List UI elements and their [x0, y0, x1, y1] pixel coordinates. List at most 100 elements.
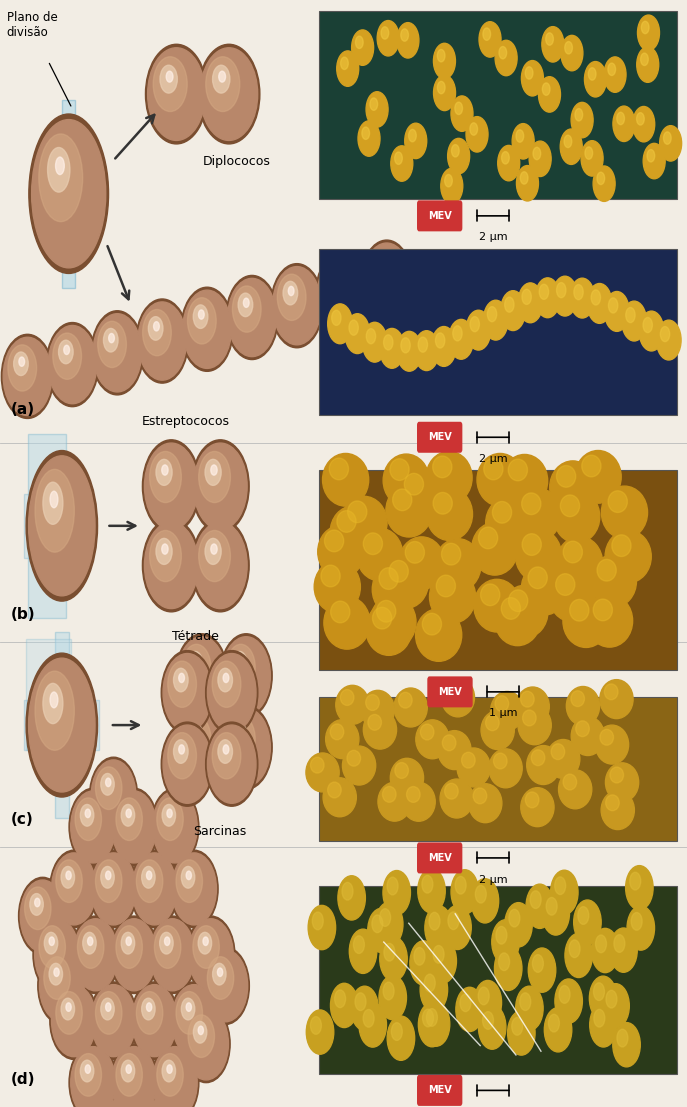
Circle shape: [383, 870, 410, 914]
Circle shape: [638, 15, 660, 51]
Ellipse shape: [446, 682, 460, 699]
Circle shape: [238, 728, 243, 737]
Circle shape: [377, 21, 399, 56]
Circle shape: [49, 850, 98, 928]
Circle shape: [349, 929, 376, 973]
Text: (d): (d): [10, 1072, 35, 1087]
Circle shape: [186, 871, 192, 880]
Ellipse shape: [462, 753, 475, 768]
Circle shape: [193, 1022, 207, 1043]
Circle shape: [66, 1003, 71, 1012]
Ellipse shape: [481, 584, 500, 606]
Circle shape: [56, 860, 82, 902]
Text: Estreptococos: Estreptococos: [142, 415, 229, 428]
Circle shape: [349, 320, 359, 335]
Ellipse shape: [518, 706, 551, 745]
Circle shape: [642, 21, 649, 33]
Circle shape: [167, 1065, 172, 1074]
Circle shape: [630, 872, 641, 890]
Circle shape: [387, 877, 398, 894]
Ellipse shape: [435, 539, 481, 591]
Ellipse shape: [486, 715, 499, 731]
Circle shape: [478, 1005, 506, 1049]
Circle shape: [39, 950, 85, 1022]
Ellipse shape: [550, 461, 596, 514]
Circle shape: [69, 788, 117, 866]
Ellipse shape: [26, 451, 98, 601]
Circle shape: [131, 1098, 179, 1107]
Circle shape: [218, 739, 232, 764]
Circle shape: [172, 984, 216, 1057]
Ellipse shape: [601, 486, 648, 539]
Circle shape: [177, 708, 226, 786]
Circle shape: [548, 1014, 559, 1032]
Ellipse shape: [368, 714, 381, 731]
Circle shape: [474, 981, 502, 1025]
Ellipse shape: [605, 763, 639, 801]
Circle shape: [101, 774, 114, 795]
Circle shape: [172, 852, 216, 925]
Circle shape: [518, 283, 543, 323]
Circle shape: [433, 43, 455, 79]
Circle shape: [121, 1061, 135, 1082]
Circle shape: [626, 308, 635, 322]
Ellipse shape: [389, 560, 408, 582]
Circle shape: [25, 887, 51, 930]
Circle shape: [271, 263, 323, 348]
Circle shape: [533, 147, 541, 159]
Circle shape: [106, 1003, 111, 1012]
Circle shape: [168, 661, 196, 707]
Circle shape: [199, 530, 230, 581]
Circle shape: [110, 788, 158, 866]
Circle shape: [585, 147, 593, 159]
Circle shape: [126, 1065, 131, 1074]
Circle shape: [497, 145, 519, 180]
Circle shape: [656, 320, 681, 360]
Circle shape: [44, 932, 58, 954]
Circle shape: [223, 673, 229, 683]
Circle shape: [571, 102, 593, 137]
Circle shape: [509, 909, 520, 927]
Circle shape: [126, 937, 131, 945]
Circle shape: [367, 250, 396, 297]
Ellipse shape: [605, 530, 651, 583]
Circle shape: [170, 850, 218, 928]
Circle shape: [187, 917, 235, 994]
Circle shape: [227, 278, 276, 356]
Circle shape: [455, 102, 462, 114]
Circle shape: [622, 301, 646, 341]
Circle shape: [89, 1098, 137, 1107]
Circle shape: [366, 92, 388, 127]
Circle shape: [273, 267, 321, 345]
Ellipse shape: [528, 567, 548, 589]
Ellipse shape: [495, 695, 508, 712]
Circle shape: [49, 963, 63, 985]
Circle shape: [401, 338, 410, 353]
Ellipse shape: [440, 779, 473, 818]
Ellipse shape: [38, 134, 82, 221]
Ellipse shape: [365, 602, 412, 655]
Circle shape: [49, 982, 98, 1059]
Circle shape: [373, 258, 387, 281]
Circle shape: [362, 127, 370, 139]
Ellipse shape: [442, 735, 456, 751]
Circle shape: [46, 322, 98, 406]
Circle shape: [212, 661, 241, 707]
Ellipse shape: [376, 600, 396, 622]
Ellipse shape: [426, 452, 472, 504]
Circle shape: [370, 97, 378, 111]
Circle shape: [80, 805, 94, 826]
Circle shape: [146, 1003, 152, 1012]
Ellipse shape: [502, 598, 521, 619]
Ellipse shape: [29, 114, 109, 273]
Circle shape: [176, 992, 203, 1034]
Circle shape: [363, 1010, 374, 1027]
Circle shape: [337, 51, 359, 86]
Circle shape: [205, 56, 240, 112]
Circle shape: [529, 141, 551, 176]
Ellipse shape: [347, 751, 361, 766]
Ellipse shape: [608, 490, 627, 513]
Circle shape: [466, 310, 491, 350]
Circle shape: [38, 948, 86, 1025]
Circle shape: [322, 262, 351, 309]
